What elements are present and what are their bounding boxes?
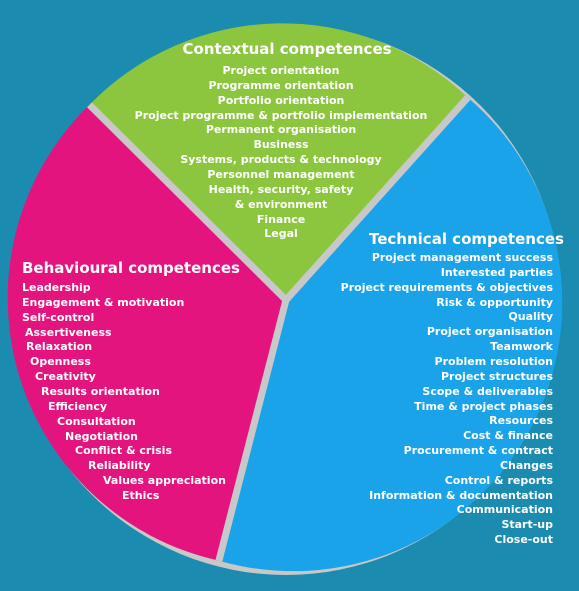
technical-item: Teamwork (490, 340, 553, 354)
behavioural-item: Negotiation (65, 429, 138, 443)
behavioural-item: Openness (30, 355, 91, 369)
technical-item: Quality (508, 310, 553, 324)
technical-item: Project requirements & objectives (340, 280, 553, 294)
technical-item: Project organisation (426, 325, 553, 339)
technical-item: Control & reports (444, 473, 553, 487)
segment-behavioural (7, 104, 286, 561)
technical-item: Close-out (494, 533, 553, 547)
technical-item: Communication (456, 503, 553, 517)
behavioural-item: Engagement & motivation (22, 295, 185, 309)
behavioural-item: Assertiveness (25, 325, 112, 339)
contextual-item: Legal (264, 227, 298, 241)
contextual-item: Portfolio orientation (217, 93, 345, 107)
divider-line (215, 299, 290, 562)
technical-item: Start-up (501, 518, 553, 532)
technical-item: Interested parties (440, 265, 553, 279)
technical-item: Time & project phases (414, 399, 553, 413)
technical-item: Resources (489, 414, 553, 428)
segment-contextual (89, 23, 468, 301)
behavioural-item: Values appreciation (103, 474, 226, 488)
contextual-item: & environment (234, 197, 328, 211)
contextual-item: Project orientation (222, 64, 340, 77)
behavioural-item: Self-control (22, 310, 95, 324)
contextual-item: Systems, products & technology (180, 153, 382, 167)
contextual-item: Finance (256, 212, 306, 226)
technical-item: Cost & finance (463, 429, 553, 443)
technical-item: Information & documentation (369, 488, 553, 502)
contextual-item: Personnel management (207, 167, 355, 181)
technical-title: Technical competences (369, 230, 564, 248)
behavioural-item: Creativity (35, 370, 96, 384)
behavioural-item: Consultation (57, 414, 136, 428)
contextual-item: Health, security, safety (208, 182, 354, 196)
behavioural-item: Leadership (22, 281, 91, 294)
behavioural-title: Behavioural competences (22, 259, 240, 277)
behavioural-item: Reliability (88, 459, 151, 473)
technical-item: Project structures (441, 369, 553, 383)
divider-line (283, 95, 471, 303)
behavioural-item: Relaxation (26, 340, 93, 354)
behavioural-item: Conflict & crisis (75, 444, 172, 458)
contextual-title: Contextual competences (182, 40, 392, 58)
behavioural-item: Ethics (122, 488, 160, 502)
contextual-item: Permanent organisation (205, 123, 357, 137)
technical-item: Changes (499, 458, 553, 472)
technical-item: Risk & opportunity (436, 295, 553, 309)
behavioural-item: Efficiency (48, 399, 108, 413)
contextual-item: Business (253, 138, 309, 152)
technical-item: Problem resolution (434, 354, 553, 368)
technical-item: Project management success (371, 251, 553, 264)
contextual-item: Project programme & portfolio implementa… (134, 108, 428, 122)
segment-technical (218, 97, 563, 572)
technical-item: Procurement & contract (403, 444, 553, 458)
contextual-item: Programme orientation (208, 78, 354, 92)
divider-line (87, 102, 289, 303)
behavioural-item: Results orientation (41, 384, 160, 398)
technical-item: Scope & deliverables (422, 384, 553, 398)
